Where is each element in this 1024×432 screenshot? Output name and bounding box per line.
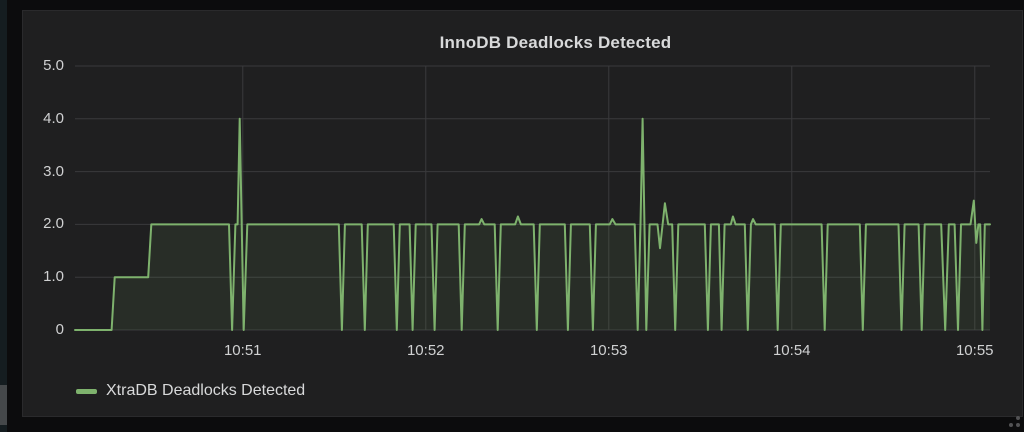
x-axis-tick-label: 10:55 xyxy=(955,342,994,359)
legend-series-swatch[interactable] xyxy=(76,388,97,394)
resize-dot xyxy=(1016,416,1020,420)
legend-series-label[interactable]: XtraDB Deadlocks Detected xyxy=(106,382,306,399)
y-axis-tick-label: 0 xyxy=(55,321,64,338)
x-axis-tick-label: 10:54 xyxy=(772,342,811,359)
y-axis-tick-label: 2.0 xyxy=(43,215,64,233)
resize-dot xyxy=(1009,423,1013,427)
panel-title[interactable]: InnoDB Deadlocks Detected xyxy=(439,33,672,52)
x-axis-tick-label: 10:53 xyxy=(589,342,628,359)
adjacent-panel-edge xyxy=(0,0,7,432)
y-axis-tick-label: 5.0 xyxy=(43,57,64,74)
y-axis-tick-label: 1.0 xyxy=(43,268,64,286)
panel-resize-handle[interactable] xyxy=(1009,416,1021,428)
adjacent-panel-edge-highlight xyxy=(0,385,7,425)
x-axis-tick-label: 10:52 xyxy=(406,342,445,359)
y-axis-tick-label: 3.0 xyxy=(43,162,64,180)
y-axis-tick-label: 4.0 xyxy=(43,109,64,127)
resize-dot xyxy=(1016,423,1020,427)
legend: XtraDB Deadlocks Detected xyxy=(76,382,305,400)
x-axis-tick-label: 10:51 xyxy=(223,342,262,359)
graph-panel: InnoDB Deadlocks Detected xyxy=(22,10,1023,417)
